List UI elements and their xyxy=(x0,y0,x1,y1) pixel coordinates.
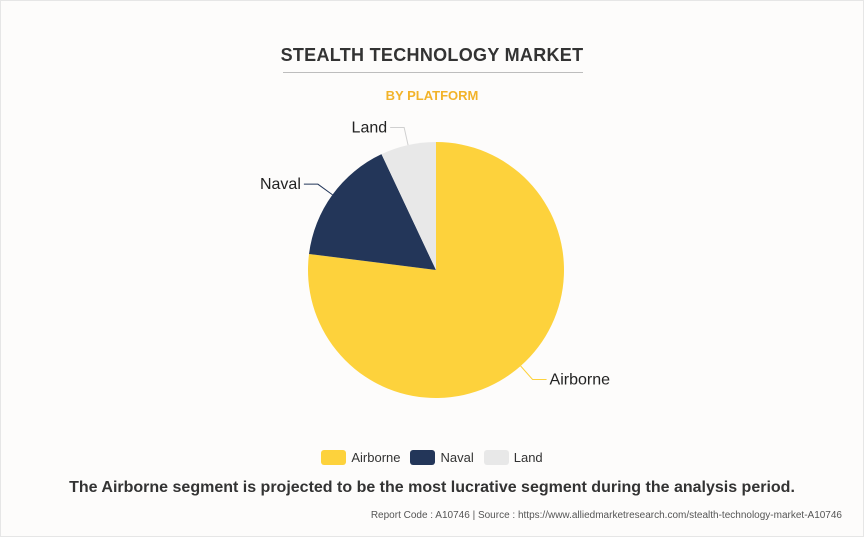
leader-line-naval xyxy=(303,183,333,196)
title-underline xyxy=(283,72,583,73)
legend-label-naval: Naval xyxy=(440,450,474,465)
leader-line-land xyxy=(390,127,409,146)
legend-swatch-naval xyxy=(410,450,436,465)
slice-label-land: Land xyxy=(352,120,388,137)
chart-caption: The Airborne segment is projected to be … xyxy=(69,479,795,496)
legend-item-naval[interactable]: Naval xyxy=(410,450,474,465)
legend-label-land: Land xyxy=(513,450,543,465)
legend-swatch-airborne xyxy=(321,450,347,465)
legend-item-land[interactable]: Land xyxy=(483,450,543,465)
chart-title: STEALTH TECHNOLOGY MARKET xyxy=(280,45,584,65)
source-footer: Report Code : A10746 | Source : https://… xyxy=(370,510,842,521)
pie-slice-land xyxy=(381,142,436,270)
slice-label-naval: Naval xyxy=(260,176,301,193)
legend-label-airborne: Airborne xyxy=(351,450,401,465)
leader-line-airborne xyxy=(520,365,547,381)
pie-slice-naval xyxy=(309,154,436,270)
pie-slice-airborne xyxy=(308,142,564,398)
chart-legend: Airborne Naval Land xyxy=(1,450,863,465)
legend-item-airborne[interactable]: Airborne xyxy=(321,450,400,465)
legend-swatch-land xyxy=(483,450,509,465)
slice-label-airborne: Airborne xyxy=(550,372,611,389)
chart-subtitle: BY PLATFORM xyxy=(385,88,479,103)
